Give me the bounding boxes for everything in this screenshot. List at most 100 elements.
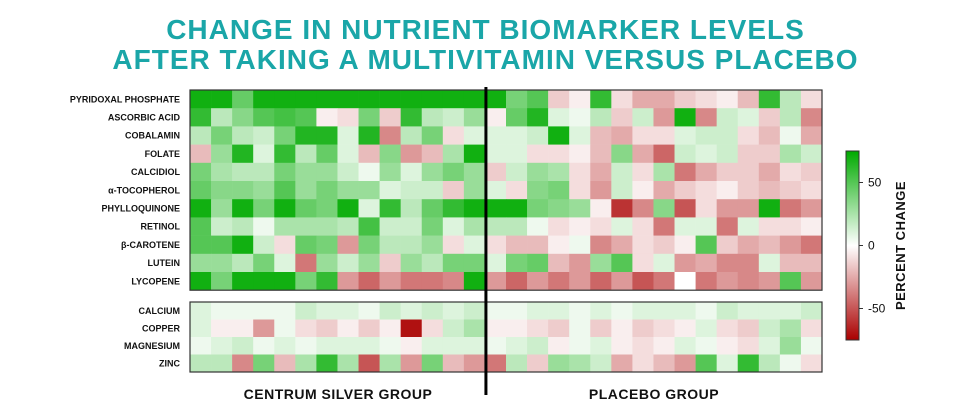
- heatmap-cell: [800, 302, 823, 320]
- heatmap-cell: [548, 253, 570, 273]
- heatmap-cell: [358, 199, 380, 218]
- heatmap-cell: [190, 162, 212, 182]
- heatmap-cell: [232, 199, 254, 218]
- heatmap-cell: [632, 144, 654, 164]
- heatmap-cell: [695, 319, 717, 338]
- heatmap-cell: [274, 319, 296, 338]
- heatmap-cell: [442, 90, 465, 109]
- heatmap-cell: [590, 272, 612, 291]
- heatmap-cell: [379, 302, 401, 320]
- heatmap-frames: [189, 89, 823, 373]
- heatmap-cell: [379, 181, 401, 200]
- heatmap-cell: [232, 162, 254, 182]
- heatmap-cell: [569, 272, 591, 291]
- heatmap-cell: [569, 162, 591, 182]
- heatmap-cell: [611, 235, 633, 255]
- heatmap-cell: [611, 302, 633, 320]
- heatmap-cell: [611, 144, 633, 164]
- heatmap-cell: [716, 253, 739, 273]
- heatmap-cell: [295, 181, 317, 200]
- heatmap-cell: [506, 272, 528, 291]
- heatmap-cell: [421, 319, 444, 338]
- heatmap-cell: [253, 108, 275, 127]
- heatmap-cell: [632, 337, 654, 355]
- heatmap-cell: [611, 319, 633, 338]
- heatmap-cell: [232, 90, 254, 109]
- heatmap-cell: [211, 181, 233, 200]
- heatmap-cell: [358, 162, 380, 182]
- heatmap-cell: [611, 181, 633, 200]
- heatmap-cell: [211, 302, 233, 320]
- heatmap-cell: [211, 162, 233, 182]
- heatmap-cell: [737, 354, 760, 373]
- heatmap-cell: [358, 108, 380, 127]
- heatmap-cell: [484, 217, 507, 236]
- heatmap-cell: [758, 144, 781, 164]
- heatmap-cell: [653, 319, 675, 338]
- heatmap-cell: [295, 235, 317, 255]
- heatmap-cell: [274, 162, 296, 182]
- heatmap-cell: [232, 144, 254, 164]
- heatmap-cell: [400, 90, 423, 109]
- heatmap-cell: [653, 181, 675, 200]
- heatmap-cell: [484, 181, 507, 200]
- heatmap-cell: [400, 235, 423, 255]
- heatmap-cell: [421, 253, 444, 273]
- heatmap-cell: [674, 126, 696, 145]
- heatmap-cell: [295, 144, 317, 164]
- heatmap-cell: [484, 199, 507, 218]
- heatmap-cell: [758, 199, 781, 218]
- heatmap-cell: [421, 181, 444, 200]
- heatmap-cell: [484, 90, 507, 109]
- heatmap-cell: [379, 217, 401, 236]
- heatmap-cell: [548, 302, 570, 320]
- heatmap-cell: [337, 235, 359, 255]
- heatmap-cell: [779, 181, 802, 200]
- row-label: MAGNESIUM: [124, 341, 180, 351]
- colorbar-tick-label: 50: [868, 176, 882, 190]
- heatmap-cell: [253, 337, 275, 355]
- heatmap-cell: [758, 162, 781, 182]
- heatmap-cell: [190, 199, 212, 218]
- heatmap-cell: [716, 354, 739, 373]
- heatmap-cell: [400, 354, 423, 373]
- heatmap-cell: [548, 199, 570, 218]
- heatmap-cell: [232, 354, 254, 373]
- heatmap-cell: [211, 272, 233, 291]
- heatmap-cell: [379, 126, 401, 145]
- heatmap-cell: [632, 354, 654, 373]
- heatmap-cell: [463, 319, 486, 338]
- heatmap-cell: [337, 302, 359, 320]
- heatmap-cell: [400, 126, 423, 145]
- heatmap-cell: [379, 90, 401, 109]
- heatmap-cell: [800, 108, 823, 127]
- heatmap-cell: [569, 126, 591, 145]
- heatmap-cell: [295, 354, 317, 373]
- heatmap-cell: [190, 144, 212, 164]
- heatmap-cell: [632, 108, 654, 127]
- heatmap-cell: [232, 319, 254, 338]
- heatmap-cell: [611, 126, 633, 145]
- heatmap-cell: [295, 199, 317, 218]
- heatmap-cell: [211, 337, 233, 355]
- heatmap-cell: [463, 162, 486, 182]
- heatmap-cell: [274, 235, 296, 255]
- heatmap-cell: [674, 337, 696, 355]
- heatmap-cell: [758, 90, 781, 109]
- heatmap-cell: [463, 199, 486, 218]
- heatmap-cell: [674, 319, 696, 338]
- heatmap-cell: [800, 354, 823, 373]
- heatmap-cell: [316, 144, 338, 164]
- heatmap-cell: [716, 337, 739, 355]
- heatmap-cell: [569, 337, 591, 355]
- heatmap-cell: [590, 337, 612, 355]
- heatmap-cell: [358, 302, 380, 320]
- heatmap-cell: [779, 144, 802, 164]
- heatmap-cell: [506, 217, 528, 236]
- heatmap-cell: [779, 108, 802, 127]
- heatmap-cell: [421, 337, 444, 355]
- heatmap-cell: [232, 337, 254, 355]
- block-frame: [189, 301, 823, 373]
- heatmap-cell: [484, 319, 507, 338]
- heatmap-cell: [653, 162, 675, 182]
